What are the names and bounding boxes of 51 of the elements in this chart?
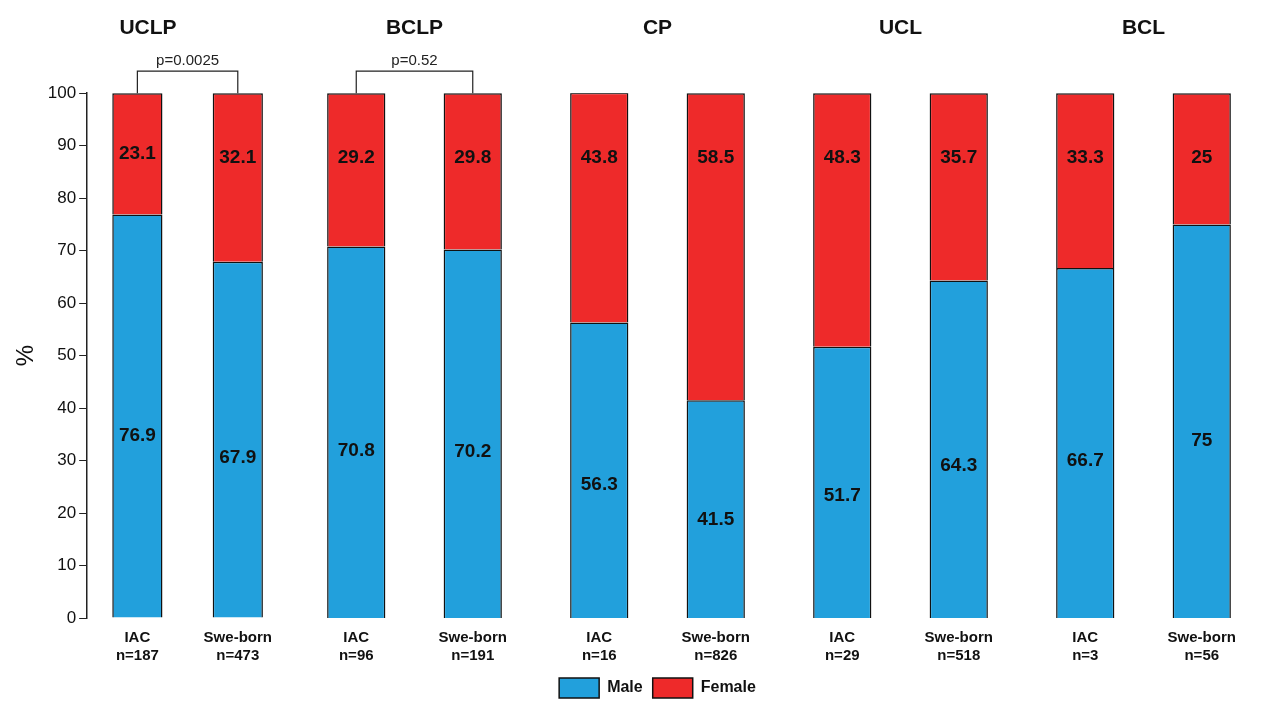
text: p=0.52 — [391, 50, 438, 68]
chart-title: BCL — [1121, 15, 1166, 39]
data-label: 64.3 — [940, 454, 978, 476]
data-label: 70.8 — [337, 439, 375, 461]
chart-title: UCLP — [119, 15, 177, 39]
x-tick-label: IAC n=29 — [824, 628, 860, 664]
y-tick-label: 70 — [57, 240, 77, 260]
data-label: 43.8 — [580, 145, 618, 167]
y-tick-label: 90 — [57, 135, 77, 155]
x-tick-label: Swe-born n=518 — [924, 628, 993, 664]
y-tick-label: 20 — [57, 502, 77, 522]
data-label: 48.3 — [823, 146, 861, 168]
data-label: 66.7 — [1066, 448, 1104, 470]
data-label: 58.5 — [697, 146, 735, 168]
y-tick-label: 40 — [57, 397, 77, 417]
x-tick-label: Swe-born n=826 — [681, 628, 750, 664]
data-label: 29.2 — [337, 146, 375, 168]
y-tick-label: 60 — [57, 292, 77, 312]
chart-title: BCLP — [385, 15, 444, 39]
data-label: 70.2 — [454, 440, 492, 462]
data-label: 29.8 — [454, 146, 492, 168]
data-label: 41.5 — [697, 508, 735, 530]
data-label: 56.3 — [580, 473, 618, 495]
text: p=0.0025 — [156, 50, 220, 68]
y-axis-title: % — [11, 344, 39, 367]
x-tick-label: IAC n=16 — [581, 628, 617, 664]
legend-label: Male — [607, 678, 643, 696]
y-tick-label: 50 — [57, 345, 77, 365]
x-tick-label: IAC n=96 — [338, 628, 374, 664]
y-tick-label: 10 — [57, 555, 77, 575]
data-label: 35.7 — [940, 146, 978, 168]
data-label: 23.1 — [118, 142, 157, 164]
data-label: 76.9 — [118, 424, 156, 446]
y-tick-label: 0 — [66, 607, 77, 627]
x-tick-label: IAC n=187 — [115, 628, 159, 664]
data-label: 32.1 — [219, 146, 257, 168]
chart-title: UCL — [878, 15, 923, 39]
data-label: 25 — [1191, 146, 1213, 168]
data-label: 67.9 — [219, 445, 257, 467]
data-label: 75 — [1191, 429, 1213, 451]
y-tick-label: 100 — [47, 82, 77, 102]
chart-title: CP — [642, 15, 673, 39]
data-label: 51.7 — [823, 484, 861, 506]
x-tick-label: Swe-born n=56 — [1167, 628, 1236, 664]
y-tick-label: 80 — [57, 187, 77, 207]
legend-label: Female — [700, 678, 756, 696]
y-tick-label: 30 — [57, 450, 77, 470]
x-tick-label: IAC n=3 — [1072, 628, 1099, 664]
x-tick-label: Swe-born n=473 — [203, 628, 272, 664]
data-label: 33.3 — [1066, 146, 1104, 168]
x-tick-label: Swe-born n=191 — [438, 628, 507, 664]
